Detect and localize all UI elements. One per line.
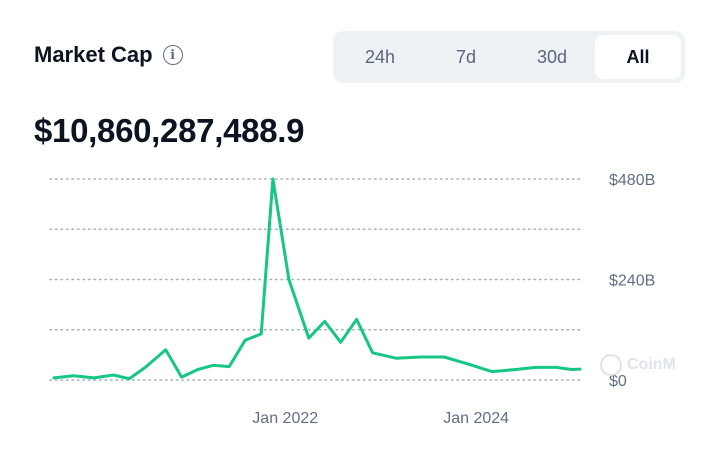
market-cap-value: $10,860,287,488.9 bbox=[34, 112, 305, 149]
chart-gridlines bbox=[49, 178, 583, 381]
y-axis-labels: $480B $240B $0 bbox=[609, 172, 655, 390]
time-range-tabs: 24h 7d 30d All bbox=[333, 31, 685, 83]
watermark-text: CoinM bbox=[627, 356, 676, 373]
x-tick-label: Jan 2024 bbox=[443, 410, 509, 427]
series-line bbox=[52, 177, 582, 381]
x-tick-label: Jan 2022 bbox=[252, 410, 318, 427]
tab-all[interactable]: All bbox=[595, 35, 681, 79]
watermark: CoinM bbox=[600, 354, 676, 376]
x-axis-labels: Jan 2022 Jan 2024 bbox=[252, 410, 509, 427]
market-cap-header: Market Cap i 24h 7d 30d All bbox=[0, 0, 722, 110]
y-tick-label: $0 bbox=[609, 373, 627, 390]
page-title: Market Cap bbox=[34, 42, 153, 67]
chart-series bbox=[52, 177, 582, 381]
title-group: Market Cap i bbox=[34, 42, 183, 68]
tab-7d[interactable]: 7d bbox=[455, 47, 477, 67]
y-tick-label: $240B bbox=[609, 273, 655, 290]
coin-logo-icon bbox=[600, 354, 622, 376]
y-tick-label: $480B bbox=[609, 172, 655, 189]
market-cap-chart[interactable]: $480B $240B $0 Jan 2022 Jan 2024 bbox=[0, 160, 722, 440]
tab-24h[interactable]: 24h bbox=[364, 47, 396, 67]
info-icon[interactable]: i bbox=[162, 45, 183, 65]
tab-30d[interactable]: 30d bbox=[536, 47, 568, 67]
